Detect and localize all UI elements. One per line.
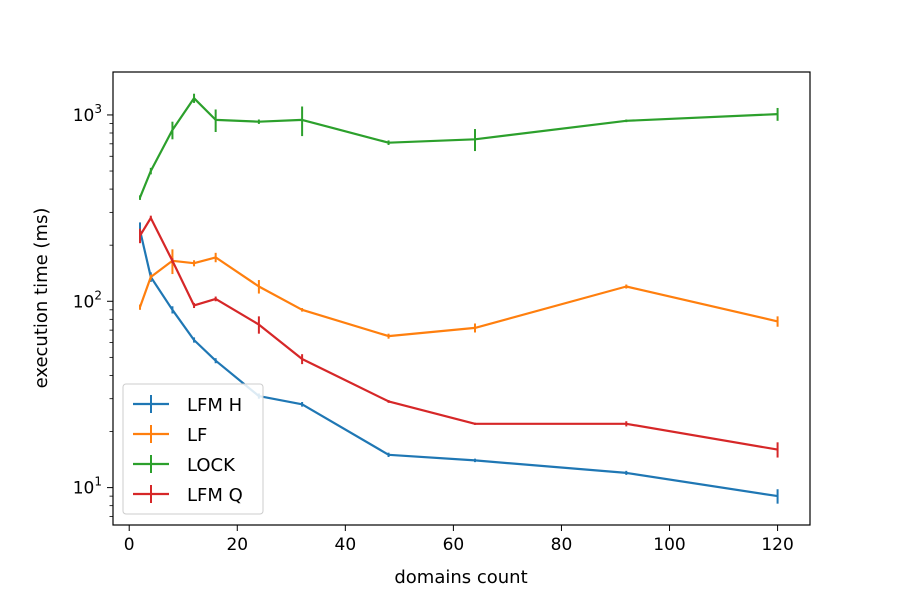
y-tick-label: 101 (73, 475, 102, 499)
series-lfm-q (139, 215, 779, 458)
legend-item-lfm-h: LFM H (133, 395, 242, 416)
x-tick-label: 20 (226, 535, 248, 555)
legend-item-lock: LOCK (133, 455, 236, 476)
y-tick-label: 102 (73, 288, 102, 312)
series-layer (138, 93, 779, 504)
legend-label: LOCK (187, 455, 236, 476)
x-tick-label: 100 (653, 535, 685, 555)
y-tick-label: 103 (73, 102, 102, 126)
y-axis-label: execution time (ms) (31, 208, 52, 389)
plot-frame (112, 71, 811, 526)
x-tick-label: 0 (124, 535, 135, 555)
x-tick-label: 120 (761, 535, 793, 555)
x-axis: 0 20 40 60 80 100 120 (124, 525, 794, 555)
y-axis: 101 102 103 (73, 102, 113, 517)
x-tick-label: 80 (551, 535, 573, 555)
series-lock (138, 93, 779, 200)
legend: LFM H LF LOCK LFM Q (122, 383, 264, 515)
x-tick-label: 40 (335, 535, 357, 555)
legend-label: LF (187, 425, 207, 446)
series-lf (138, 249, 779, 339)
legend-box (122, 383, 264, 515)
legend-item-lfm-q: LFM Q (133, 485, 243, 506)
legend-label: LFM Q (187, 485, 243, 506)
legend-item-lf: LF (133, 425, 207, 446)
x-axis-label: domains count (394, 567, 527, 588)
legend-label: LFM H (187, 395, 242, 416)
x-tick-label: 60 (443, 535, 465, 555)
